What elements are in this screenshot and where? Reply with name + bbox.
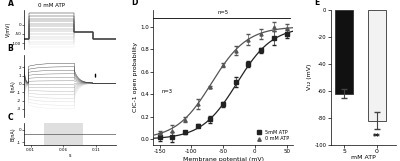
Text: E: E bbox=[314, 0, 320, 7]
X-axis label: Membrane potential (mV): Membrane potential (mV) bbox=[182, 157, 264, 161]
Text: C: C bbox=[8, 113, 13, 122]
Text: B: B bbox=[8, 44, 13, 53]
Text: n=5: n=5 bbox=[218, 10, 229, 15]
Text: A: A bbox=[8, 0, 13, 8]
Bar bbox=[335, 10, 353, 94]
Text: n=3: n=3 bbox=[162, 89, 172, 94]
Text: D: D bbox=[131, 0, 137, 7]
Y-axis label: V₁₂ (mV): V₁₂ (mV) bbox=[306, 64, 312, 90]
Text: 0 mM ATP: 0 mM ATP bbox=[38, 3, 65, 8]
Bar bbox=[44, 123, 83, 145]
Y-axis label: ClC-1 open probability: ClC-1 open probability bbox=[132, 42, 138, 112]
X-axis label: s: s bbox=[68, 153, 71, 158]
Y-axis label: I(nA): I(nA) bbox=[11, 80, 16, 92]
Bar bbox=[368, 10, 386, 121]
Y-axis label: V(mV): V(mV) bbox=[6, 21, 10, 37]
Legend: 5mM ATP, 0 mM ATP: 5mM ATP, 0 mM ATP bbox=[252, 128, 292, 143]
Text: **: ** bbox=[373, 133, 381, 142]
X-axis label: mM ATP: mM ATP bbox=[351, 156, 376, 161]
Y-axis label: B(nA): B(nA) bbox=[11, 127, 16, 141]
